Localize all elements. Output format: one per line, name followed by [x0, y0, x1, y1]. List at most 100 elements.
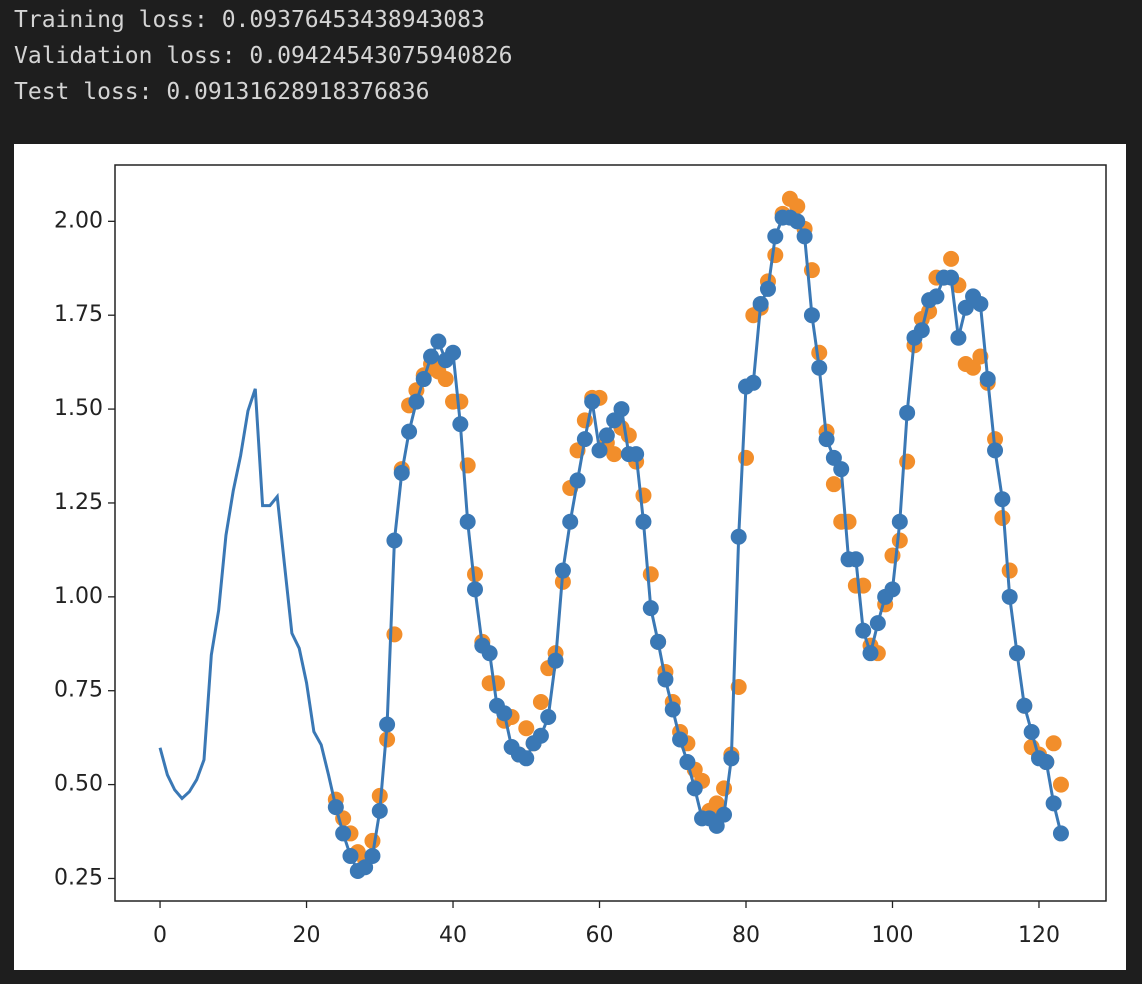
point: [452, 393, 469, 410]
point: [364, 847, 381, 864]
point: [518, 720, 535, 737]
point: [452, 416, 469, 433]
point: [335, 825, 352, 842]
point: [884, 581, 901, 598]
point: [584, 393, 601, 410]
point: [987, 442, 1004, 459]
point: [459, 513, 476, 530]
output-line: Training loss: 0.09376453438943083: [14, 7, 485, 33]
point: [342, 847, 359, 864]
point: [576, 431, 593, 448]
point: [1045, 795, 1062, 812]
point: [716, 806, 733, 823]
x-tick-label: 40: [439, 923, 467, 948]
point: [899, 453, 916, 470]
point: [1016, 697, 1033, 714]
point: [620, 427, 637, 444]
point: [759, 280, 776, 297]
point: [1052, 825, 1069, 842]
point: [723, 750, 740, 767]
point: [379, 716, 396, 733]
point: [796, 228, 813, 245]
point: [825, 476, 842, 493]
point: [547, 652, 564, 669]
point: [1038, 754, 1055, 771]
point: [1001, 562, 1018, 579]
point: [423, 348, 440, 365]
point: [767, 247, 784, 264]
point: [738, 449, 755, 466]
point: [1009, 645, 1026, 662]
point: [430, 333, 447, 350]
point: [642, 600, 659, 617]
point: [679, 754, 696, 771]
point: [855, 622, 872, 639]
point: [532, 693, 549, 710]
y-tick-label: 1.75: [54, 302, 103, 327]
point: [979, 371, 996, 388]
point: [562, 513, 579, 530]
y-tick-label: 1.00: [54, 584, 103, 609]
y-tick-label: 0.75: [54, 678, 103, 703]
point: [943, 269, 960, 286]
x-tick-label: 20: [293, 923, 321, 948]
point: [554, 562, 571, 579]
point: [445, 344, 462, 361]
point: [862, 645, 879, 662]
y-tick-label: 2.00: [54, 208, 103, 233]
point: [811, 359, 828, 376]
point: [664, 701, 681, 718]
point: [869, 615, 886, 632]
point: [767, 228, 784, 245]
x-tick-label: 60: [586, 923, 614, 948]
point: [415, 371, 432, 388]
point: [642, 566, 659, 583]
point: [943, 250, 960, 267]
point: [950, 329, 967, 346]
point: [928, 288, 945, 305]
point: [891, 513, 908, 530]
point: [488, 675, 505, 692]
point: [1045, 735, 1062, 752]
point: [437, 371, 454, 388]
point: [672, 731, 689, 748]
x-tick-label: 120: [1018, 923, 1060, 948]
point: [401, 423, 418, 440]
point: [994, 491, 1011, 508]
point: [371, 802, 388, 819]
point: [496, 705, 513, 722]
point: [913, 322, 930, 339]
point: [327, 799, 344, 816]
point: [752, 295, 769, 312]
point: [628, 446, 645, 463]
point: [847, 551, 864, 568]
point: [789, 213, 806, 230]
point: [635, 513, 652, 530]
point: [393, 464, 410, 481]
point: [540, 709, 557, 725]
y-tick-label: 1.50: [54, 396, 103, 421]
point: [1052, 776, 1069, 793]
point: [840, 513, 857, 530]
y-tick-label: 0.50: [54, 772, 103, 797]
point: [532, 727, 549, 744]
point: [803, 307, 820, 324]
y-tick-label: 0.25: [54, 865, 103, 890]
output-line: Validation loss: 0.09424543075940826: [14, 43, 513, 69]
point: [466, 581, 483, 598]
point: [591, 442, 608, 459]
x-tick-label: 100: [871, 923, 913, 948]
point: [818, 431, 835, 448]
point: [972, 295, 989, 312]
point: [657, 671, 674, 688]
point: [745, 374, 762, 391]
point: [833, 461, 850, 478]
point: [635, 487, 652, 504]
point: [606, 446, 623, 463]
point: [1023, 724, 1040, 741]
point: [891, 532, 908, 549]
point: [899, 404, 916, 421]
point: [364, 832, 381, 849]
